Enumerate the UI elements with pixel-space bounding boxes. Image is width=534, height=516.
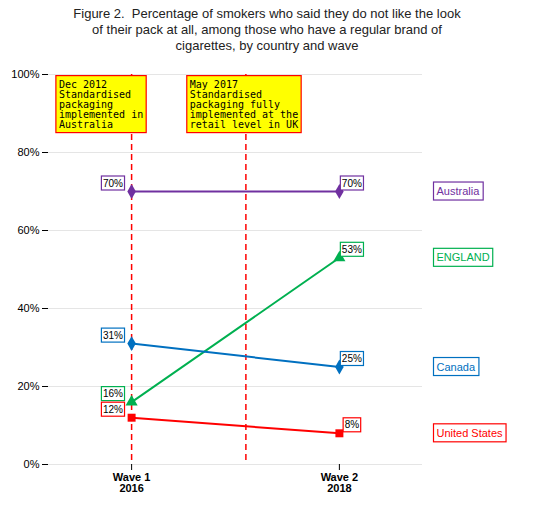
svg-text:31%: 31% [103,330,123,341]
svg-text:80%: 80% [17,146,39,158]
svg-text:ENGLAND: ENGLAND [437,251,490,263]
svg-text:Wave 12016: Wave 12016 [113,471,151,494]
svg-text:Australia: Australia [437,185,481,197]
svg-text:20%: 20% [17,380,39,392]
svg-text:70%: 70% [342,178,362,189]
svg-text:25%: 25% [342,353,362,364]
svg-text:Wave 22018: Wave 22018 [321,471,359,494]
svg-text:United States: United States [437,427,504,439]
svg-text:16%: 16% [103,388,123,399]
svg-text:100%: 100% [11,68,39,80]
svg-text:0%: 0% [24,458,40,470]
svg-text:12%: 12% [103,404,123,415]
svg-text:70%: 70% [103,178,123,189]
svg-text:Dec 2012Standardisedpackagingi: Dec 2012Standardisedpackagingimplemented… [59,79,143,130]
svg-text:Canada: Canada [437,361,476,373]
svg-text:May 2017Standardisedpackaging: May 2017Standardisedpackaging fullyimple… [190,79,298,130]
html-text:Figure 2. Percentage of smoker: Figure 2. Percentage of smokers who said… [73,6,461,53]
svg-text:53%: 53% [342,244,362,255]
svg-text:60%: 60% [17,224,39,236]
svg-text:8%: 8% [345,419,360,430]
svg-text:40%: 40% [17,302,39,314]
